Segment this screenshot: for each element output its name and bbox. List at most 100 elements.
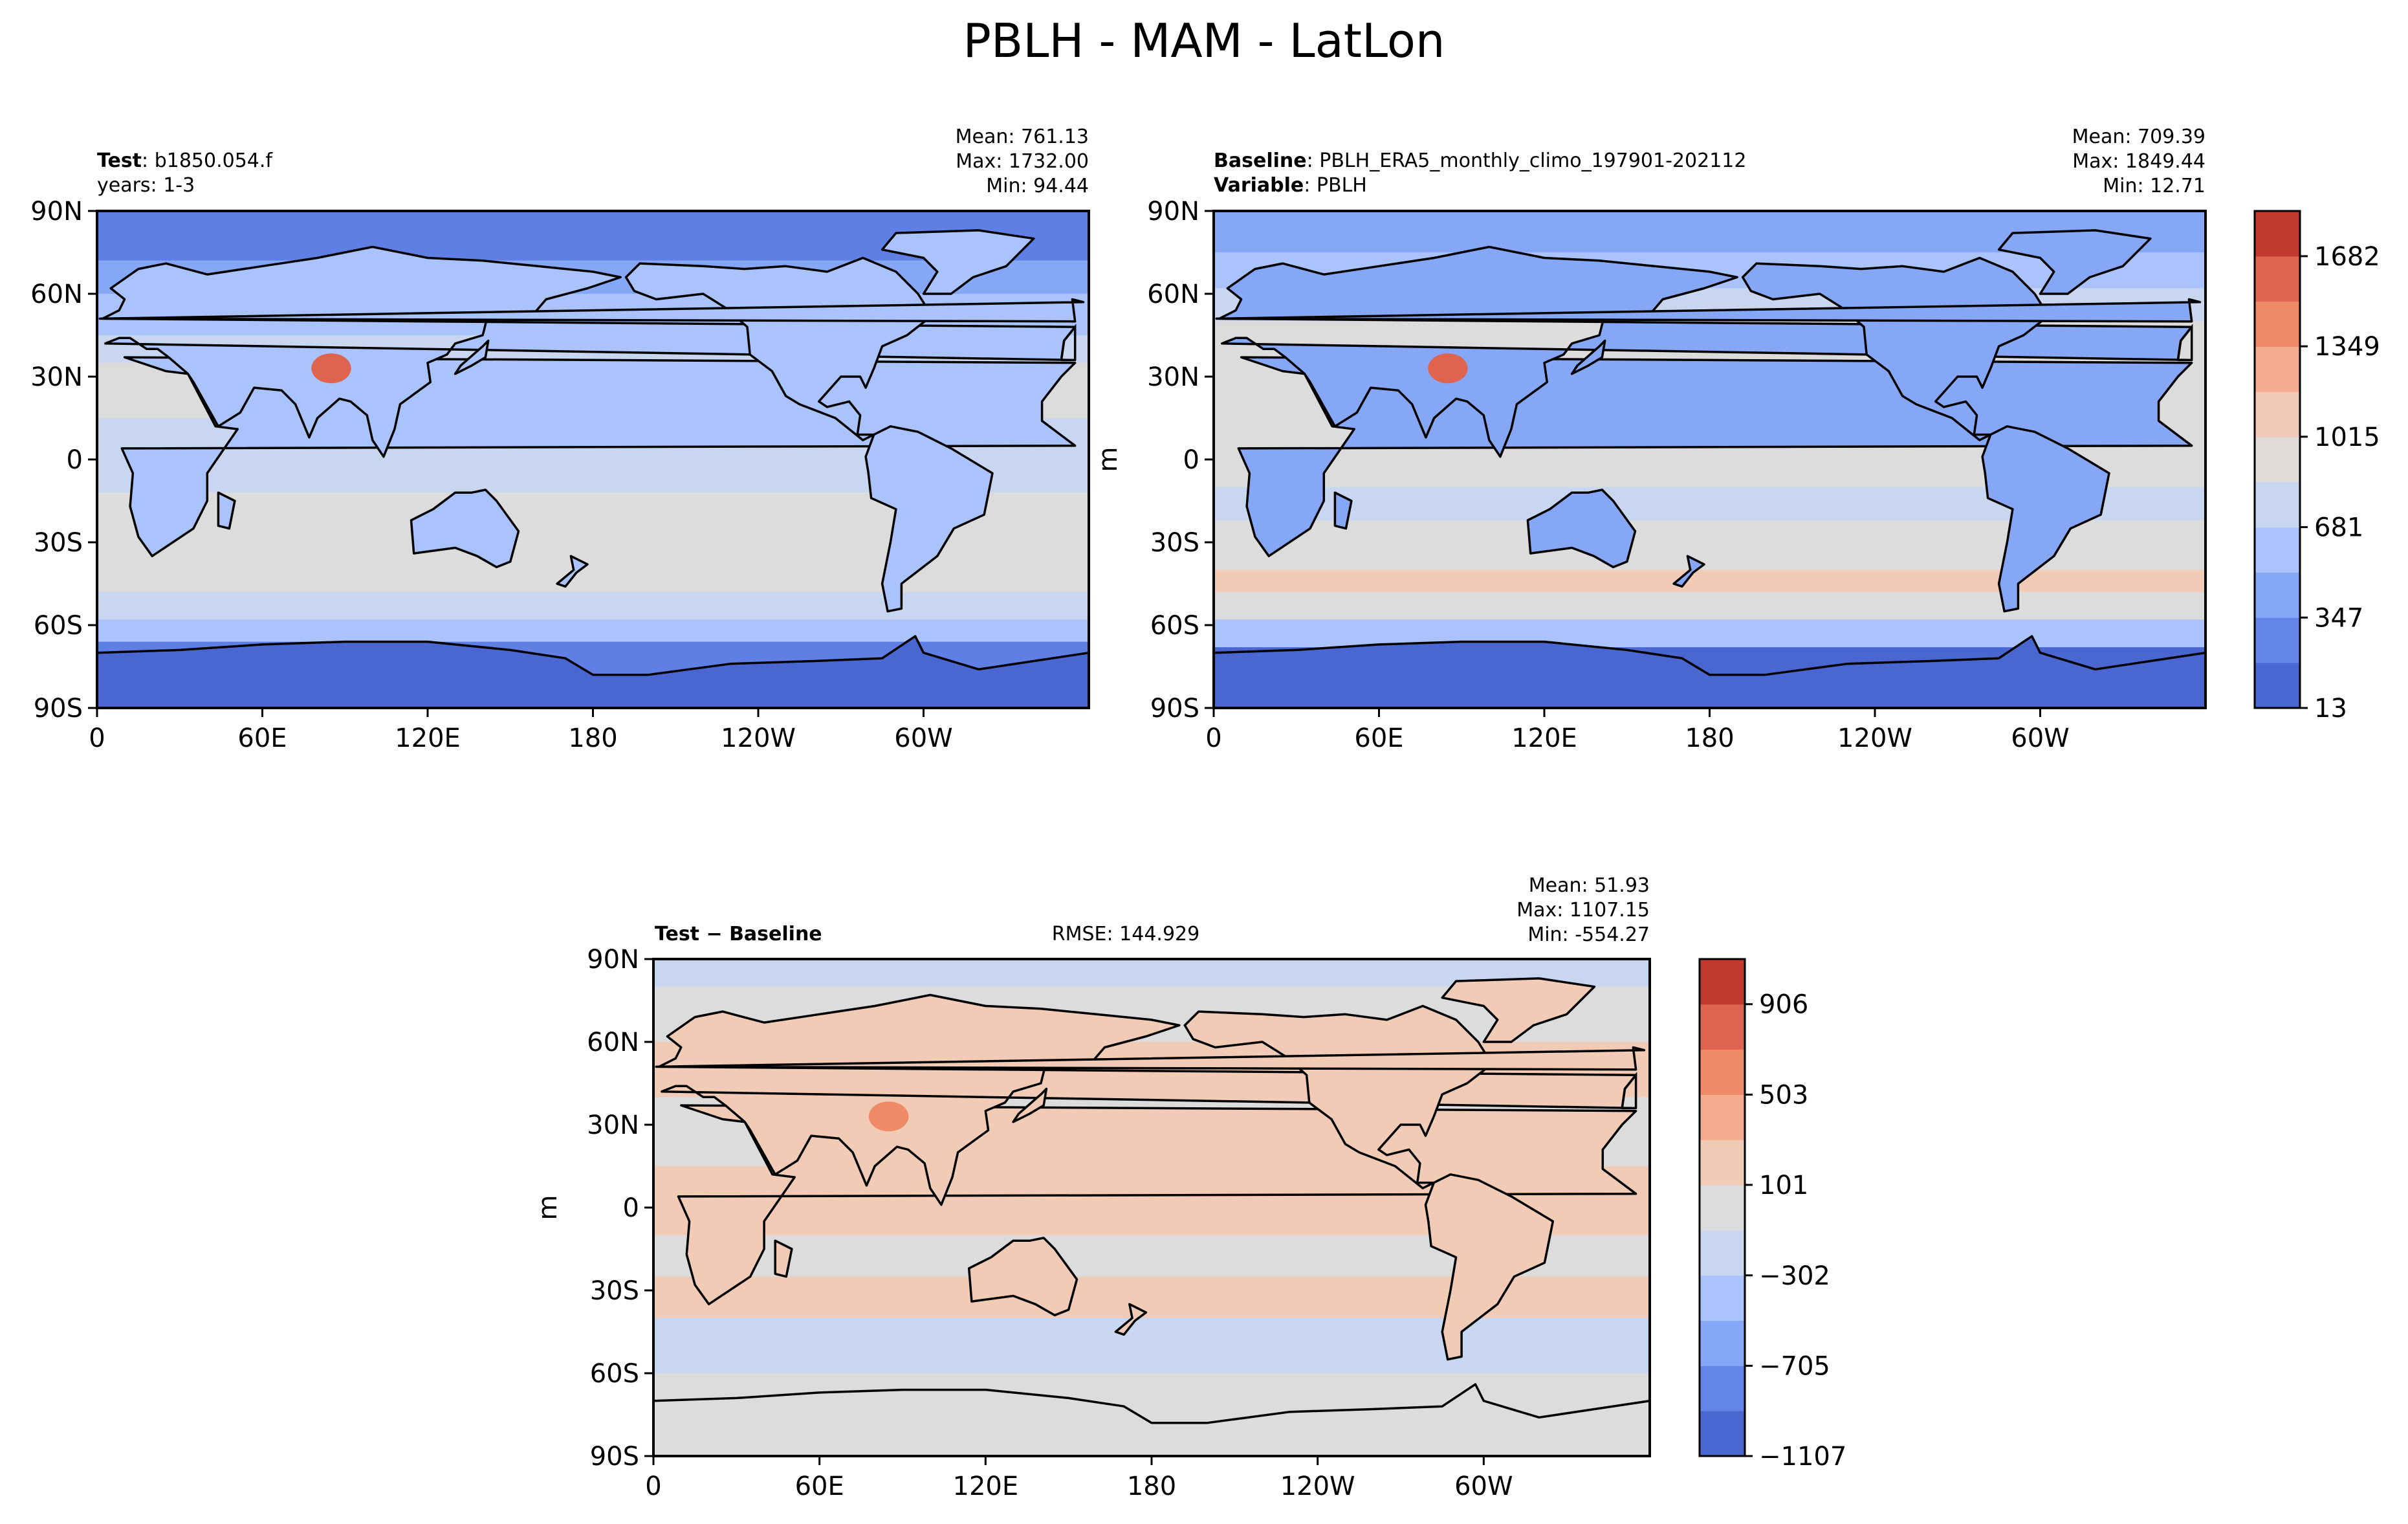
map-color-band xyxy=(97,619,1089,642)
test-min: Min: 94.44 xyxy=(986,175,1089,197)
x-tick-label: 120W xyxy=(1837,723,1912,753)
coastline-samerica xyxy=(1424,1173,1555,1361)
x-tick-label: 60W xyxy=(1454,1472,1513,1501)
colorbar-label: −705 xyxy=(1759,1352,1830,1382)
diff-stats: Mean: 51.93 Max: 1107.15 Min: -554.27 xyxy=(1397,874,1650,947)
y-tick-label: 90S xyxy=(590,1442,639,1472)
coastline-gbritain xyxy=(1215,298,2202,323)
coastline-antarctica xyxy=(1214,635,2206,708)
x-tick-label: 120E xyxy=(953,1472,1019,1501)
colorbar-segment xyxy=(2255,663,2300,709)
coastline-japan xyxy=(1012,1087,1048,1123)
colorbar-segment xyxy=(1700,959,1745,1005)
colorbar-segment xyxy=(1700,1185,1745,1231)
y-tick-label: 60S xyxy=(1150,611,1199,641)
header-sep: : xyxy=(1306,149,1320,172)
x-tick-label: 0 xyxy=(1205,723,1221,753)
map-color-band xyxy=(653,1318,1650,1373)
map-color-band xyxy=(1214,591,2206,620)
coastline-europe-wrap xyxy=(1621,1072,1637,1109)
coastline-antarctica xyxy=(97,635,1089,708)
coastline-antarctica xyxy=(653,1383,1650,1456)
diff-label-baseline: Baseline xyxy=(729,923,822,945)
y-tick-label: 30N xyxy=(587,1110,639,1140)
colorbar-segment xyxy=(2255,572,2300,618)
colorbar-segment xyxy=(1700,1365,1745,1411)
colorbar-segment xyxy=(2255,211,2300,257)
colorbar-label: 13 xyxy=(2314,694,2347,723)
diff-label-test: Test xyxy=(655,923,700,945)
coastline-japan xyxy=(454,339,490,375)
variable-label: Variable xyxy=(1214,174,1304,197)
colorbar-label: 906 xyxy=(1759,990,1808,1020)
y-tick-label: 90S xyxy=(34,694,83,723)
x-tick-label: 60W xyxy=(2011,723,2069,753)
map-panel-difference xyxy=(653,959,1650,1456)
y-tick-label: 90N xyxy=(30,197,83,226)
y-tick-label: 90N xyxy=(1147,197,1199,226)
map-panel-test xyxy=(97,211,1089,708)
baseline-mean: Mean: 709.39 xyxy=(2072,126,2206,148)
baseline-min: Min: 12.71 xyxy=(2103,175,2206,197)
coastline-madagascar xyxy=(774,1239,793,1278)
x-tick-label: 120W xyxy=(721,723,796,753)
coastline-samerica xyxy=(1981,425,2110,613)
colorbar-label: 1015 xyxy=(2314,423,2380,452)
colorbar-label: −1107 xyxy=(1759,1442,1846,1472)
coastline-eurasia xyxy=(1218,245,2193,458)
test-mean: Mean: 761.13 xyxy=(955,126,1089,148)
test-case-name: b1850.054.f xyxy=(154,149,272,172)
x-tick-label: 120W xyxy=(1280,1472,1355,1501)
baseline-panel-header: Baseline: PBLH_ERA5_monthly_climo_197901… xyxy=(1214,149,1746,198)
y-axis-label: m xyxy=(533,1195,563,1220)
y-tick-label: 0 xyxy=(67,445,83,475)
map-panel-baseline xyxy=(1214,211,2206,708)
map-color-band xyxy=(1214,619,2206,648)
diff-min: Min: -554.27 xyxy=(1527,923,1650,946)
y-tick-label: 60N xyxy=(1147,280,1199,309)
coastline-namerica xyxy=(624,256,934,441)
colorbar-label: 681 xyxy=(2314,513,2363,543)
coastline-namerica xyxy=(1183,1004,1493,1189)
test-stats: Mean: 761.13 Max: 1732.00 Min: 94.44 xyxy=(841,125,1089,199)
x-tick-label: 60W xyxy=(894,723,952,753)
x-tick-label: 60E xyxy=(1354,723,1403,753)
y-tick-label: 30S xyxy=(590,1276,639,1306)
colorbar-segment xyxy=(1700,1275,1745,1321)
y-tick-label: 30N xyxy=(30,362,83,392)
coastline-madagascar xyxy=(1333,491,1353,530)
test-label: Test xyxy=(97,149,142,172)
tibet-hotspot xyxy=(1428,353,1468,384)
colorbar-segment xyxy=(1700,1411,1745,1457)
coastline-newzealand xyxy=(1672,555,1705,588)
coastline-greenland xyxy=(1997,229,2152,295)
colorbar-segment xyxy=(1700,1230,1745,1276)
y-tick-label: 60N xyxy=(587,1028,639,1057)
x-tick-label: 180 xyxy=(1127,1472,1176,1501)
y-axis-label: m xyxy=(1093,447,1123,472)
y-tick-label: 90S xyxy=(1150,694,1199,723)
coastline-madagascar xyxy=(217,491,236,530)
colorbar-segment xyxy=(1700,1049,1745,1095)
colorbar-frame xyxy=(1698,958,1746,1457)
coastline-samerica xyxy=(864,425,994,613)
tibet-hotspot xyxy=(311,353,351,384)
y-tick-label: 60S xyxy=(590,1359,639,1389)
x-tick-label: 180 xyxy=(568,723,617,753)
colorbar-segment xyxy=(1700,1140,1745,1186)
diff-panel-header: Test − Baseline xyxy=(655,922,822,947)
coastline-eurasia xyxy=(101,245,1077,458)
y-tick-label: 60S xyxy=(34,611,83,641)
y-tick-label: 30S xyxy=(34,528,83,558)
coastline-eurasia xyxy=(657,993,1637,1206)
baseline-max: Max: 1849.44 xyxy=(2072,150,2206,173)
colorbar-label: 1349 xyxy=(2314,332,2380,362)
coastline-greenland xyxy=(881,229,1035,295)
colorbar-label: 1682 xyxy=(2314,242,2380,272)
x-tick-label: 120E xyxy=(1511,723,1577,753)
diff-minus: − xyxy=(699,923,730,945)
map-color-band xyxy=(97,591,1089,620)
colorbar-segment xyxy=(2255,346,2300,392)
colorbar-frame xyxy=(2253,210,2301,709)
